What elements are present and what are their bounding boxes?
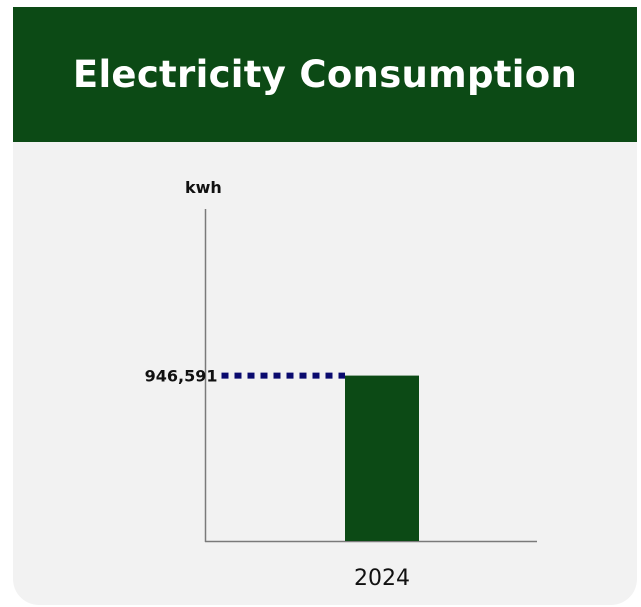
- bar-2024: [345, 375, 419, 541]
- value-label: 946,591: [145, 367, 218, 386]
- chart-title: Electricity Consumption: [72, 53, 578, 96]
- chart-card: Electricity Consumption kwh 946,591 2024: [13, 7, 637, 605]
- chart-marks: 946,591 2024: [145, 367, 419, 591]
- chart-header: Electricity Consumption: [13, 7, 637, 142]
- y-axis-label: kwh: [185, 178, 222, 197]
- chart-plot: kwh 946,591 2024: [145, 178, 537, 591]
- x-tick-label: 2024: [354, 566, 410, 591]
